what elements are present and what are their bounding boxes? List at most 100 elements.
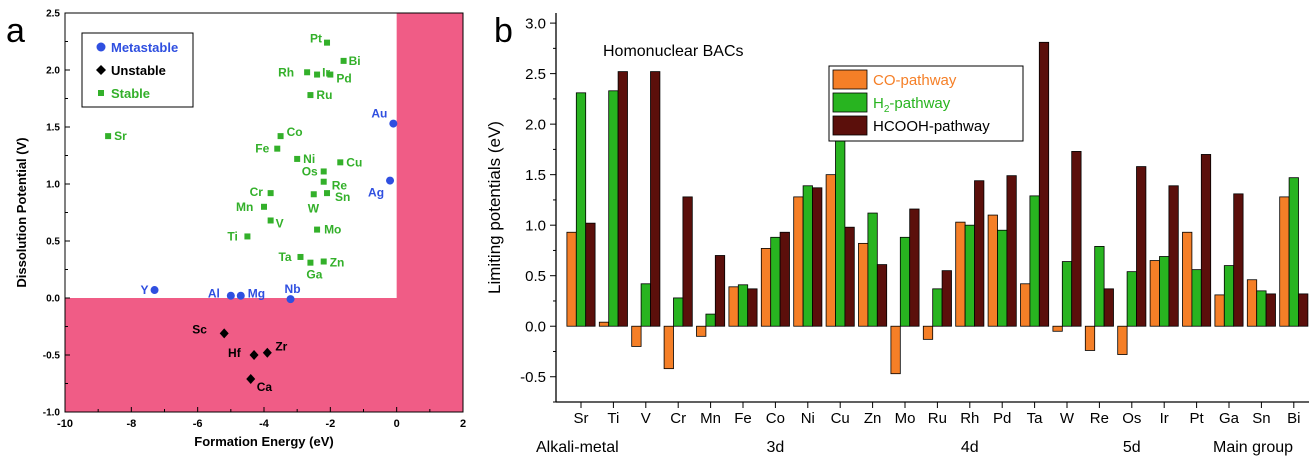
point-fe <box>274 145 281 152</box>
bar-hcooh-pathway-ta <box>1038 41 1050 327</box>
legend-swatch-co-pathway <box>832 69 868 90</box>
y-tick-label: 1.5 <box>525 167 546 184</box>
point-label-ta: Ta <box>278 250 291 264</box>
x-tick-label-mo: Mo <box>895 410 916 427</box>
legend-label-main: HCOOH-pathway <box>873 118 990 135</box>
legend-marker-stable-icon <box>98 90 104 96</box>
bar-h2-pathway-mo <box>899 236 911 327</box>
bar-h2-pathway-ga <box>1223 265 1235 327</box>
bar-co-pathway-mo <box>890 325 901 375</box>
bar-co-pathway-pd <box>987 214 998 327</box>
point-label-v: V <box>276 216 284 230</box>
point-label-w: W <box>308 201 320 215</box>
bar-h2-pathway-fe <box>737 284 749 327</box>
y-tick-label: 1.0 <box>525 218 546 235</box>
panel-b-subtitle: Homonuclear BACs <box>603 43 744 60</box>
bar-co-pathway-ga <box>1214 294 1225 327</box>
bar-co-pathway-cu <box>825 174 836 327</box>
y-tick-label: 1.0 <box>46 180 60 191</box>
panel-b: b -0.5 0.0 0.5 1.0 1.5 2.0 2.5 3.0 Sr Ti V Cr Mn Fe Co… <box>485 12 1309 456</box>
bar-h2-pathway-re <box>1094 245 1105 327</box>
bar-h2-pathway-cu <box>835 137 846 327</box>
x-tick-label-zn: Zn <box>864 410 882 427</box>
bar-h2-pathway-v <box>640 283 651 327</box>
point-ca <box>246 373 256 384</box>
y-tick-label: -0.5 <box>43 351 61 362</box>
bar-hcooh-pathway-mn <box>714 255 726 327</box>
x-tick-label-pt: Pt <box>1190 410 1205 427</box>
x-tick-label: 0 <box>394 418 400 430</box>
point-label-zr: Zr <box>275 340 287 354</box>
legend-label-stable: Stable <box>111 86 150 101</box>
point-label-co: Co <box>287 125 303 139</box>
group-label-3d: 3d <box>767 439 785 456</box>
group-label-4d: 4d <box>961 439 979 456</box>
point-ag <box>386 176 395 185</box>
bar-h2-pathway-cr <box>673 297 684 327</box>
bar-h2-pathway-rh <box>964 224 975 327</box>
point-cr <box>267 190 274 197</box>
legend-marker-metastable-icon <box>96 42 106 52</box>
bar-hcooh-pathway-w <box>1071 151 1082 327</box>
legend-label-tail: -pathway <box>889 95 950 112</box>
panel-a-y-axis-label: Dissolution Potential (V) <box>14 137 29 287</box>
y-tick-label: 2.5 <box>525 66 546 83</box>
bar-h2-pathway-bi <box>1288 177 1299 327</box>
x-tick-label-ir: Ir <box>1160 410 1169 427</box>
point-v <box>267 217 274 224</box>
x-tick-label-ta: Ta <box>1027 410 1044 427</box>
point-mo <box>314 226 321 233</box>
x-tick-label: -10 <box>57 418 73 430</box>
x-tick-label-cu: Cu <box>831 410 850 427</box>
legend-label-unstable: Unstable <box>111 63 166 78</box>
point-label-rh: Rh <box>278 65 294 79</box>
bar-hcooh-pathway-cr <box>682 196 693 327</box>
x-tick-label-v: V <box>641 410 651 427</box>
group-label-main-group: Main group <box>1213 439 1293 456</box>
bar-co-pathway-re <box>1084 325 1096 351</box>
point-au <box>389 119 398 128</box>
point-al <box>226 291 235 300</box>
point-label-cr: Cr <box>250 185 264 199</box>
panel-b-axes: -0.5 0.0 0.5 1.0 1.5 2.0 2.5 3.0 Sr Ti V Cr Mn Fe Co Ni… <box>520 13 1309 427</box>
bar-hcooh-pathway-ir <box>1168 185 1179 327</box>
point-label-ga: Ga <box>306 268 322 282</box>
bar-co-pathway-co <box>760 248 772 327</box>
point-label-mg: Mg <box>248 287 265 301</box>
point-ru <box>307 92 314 99</box>
point-label-ca: Ca <box>257 380 273 394</box>
point-mg <box>236 291 245 300</box>
bar-co-pathway-mn <box>696 325 707 337</box>
legend-label-co-pathway: CO-pathway <box>873 72 957 89</box>
point-label-au: Au <box>371 107 387 121</box>
point-label-pd: Pd <box>336 72 351 86</box>
point-sr <box>105 133 112 140</box>
bar-h2-pathway-ni <box>802 185 813 327</box>
y-tick-label: 0.5 <box>525 268 546 285</box>
bar-co-pathway-ni <box>793 196 804 327</box>
panel-a-points: Au Ag Y Al Mg Nb Sc Hf Zr Ca Pt Bi Ir Rh Pd Ru Sr Co Fe Ni C… <box>105 32 398 394</box>
bar-hcooh-pathway-pd <box>1006 175 1017 327</box>
x-tick-label-ni: Ni <box>801 410 815 427</box>
panel-b-legend: CO-pathway H2-pathway HCOOH-pathway <box>828 65 1024 142</box>
x-tick-label-fe: Fe <box>734 410 752 427</box>
panel-b-bars <box>566 41 1309 375</box>
point-label-nb: Nb <box>285 282 301 296</box>
point-sc <box>219 328 229 339</box>
point-label-y: Y <box>141 283 149 297</box>
point-nb <box>286 295 295 304</box>
bar-h2-pathway-ta <box>1029 195 1040 327</box>
bar-h2-pathway-w <box>1061 261 1073 327</box>
bar-hcooh-pathway-co <box>779 231 790 327</box>
x-tick-label-w: W <box>1060 410 1075 427</box>
point-pd <box>327 71 334 78</box>
bar-hcooh-pathway-ru <box>941 270 952 327</box>
group-label-alkali-metal: Alkali-metal <box>536 439 619 456</box>
bar-hcooh-pathway-ti <box>617 71 628 327</box>
point-y <box>150 286 159 295</box>
bar-co-pathway-rh <box>955 221 966 327</box>
x-tick-label-ga: Ga <box>1219 410 1240 427</box>
point-label-mn: Mn <box>236 200 253 214</box>
legend-swatch-h2-pathway <box>832 92 868 113</box>
point-label-pt: Pt <box>310 32 322 46</box>
